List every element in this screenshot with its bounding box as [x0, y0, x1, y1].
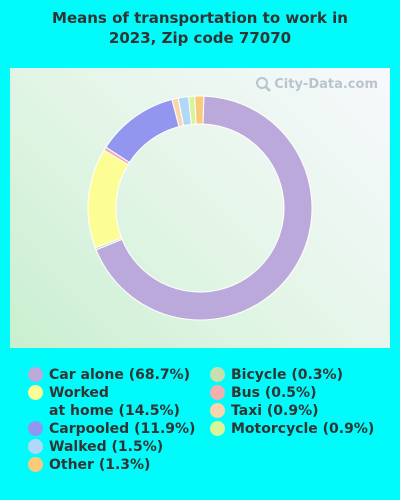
legend-label: Car alone (68.7%) [49, 367, 191, 383]
legend-label: Walked (1.5%) [49, 439, 164, 455]
legend-label: Carpooled (11.9%) [49, 421, 196, 437]
legend-item-other: Other (1.3%) [28, 456, 150, 474]
slice-car-alone[interactable] [95, 95, 313, 321]
legend-swatch [28, 439, 43, 454]
legend-item-worked-at-home: Worked at home (14.5%) [28, 384, 180, 420]
magnifier-icon [256, 77, 272, 92]
legend-item-bus: Bus (0.5%) [210, 384, 316, 402]
legend-label: Bicycle (0.3%) [231, 367, 343, 383]
legend-item-taxi: Taxi (0.9%) [210, 402, 319, 420]
legend-swatch [210, 421, 225, 436]
legend-swatch [28, 457, 43, 472]
legend-item-bicycle: Bicycle (0.3%) [210, 366, 343, 384]
slice-other[interactable] [194, 95, 205, 125]
chart-title-line-2: 2023, Zip code 77070 [108, 29, 292, 47]
legend-item-car-alone: Car alone (68.7%) [28, 366, 190, 384]
legend-label: Other (1.3%) [49, 457, 151, 473]
legend-swatch [210, 385, 225, 400]
legend-swatch [28, 385, 43, 400]
chart-legend: Car alone (68.7%) Worked at home (14.5%) C… [0, 362, 400, 492]
legend-label: Motorcycle (0.9%) [231, 421, 375, 437]
legend-item-walked: Walked (1.5%) [28, 438, 163, 456]
legend-swatch [210, 367, 225, 382]
watermark: City-Data.com [255, 76, 378, 92]
watermark-text: City-Data.com [274, 76, 378, 92]
chart-title: Means of transportation to work in 2023,… [0, 8, 400, 48]
chart-title-line-1: Means of transportation to work in [52, 9, 348, 27]
legend-swatch [28, 421, 43, 436]
slice-carpooled[interactable] [105, 98, 180, 164]
legend-swatch [28, 367, 43, 382]
legend-item-carpooled: Carpooled (11.9%) [28, 420, 195, 438]
legend-label: Worked at home (14.5%) [49, 385, 180, 419]
legend-swatch [210, 403, 225, 418]
legend-item-motorcycle: Motorcycle (0.9%) [210, 420, 374, 438]
slice-worked-at-home[interactable] [87, 149, 129, 249]
legend-label: Bus (0.5%) [231, 385, 317, 401]
legend-label: Taxi (0.9%) [231, 403, 319, 419]
